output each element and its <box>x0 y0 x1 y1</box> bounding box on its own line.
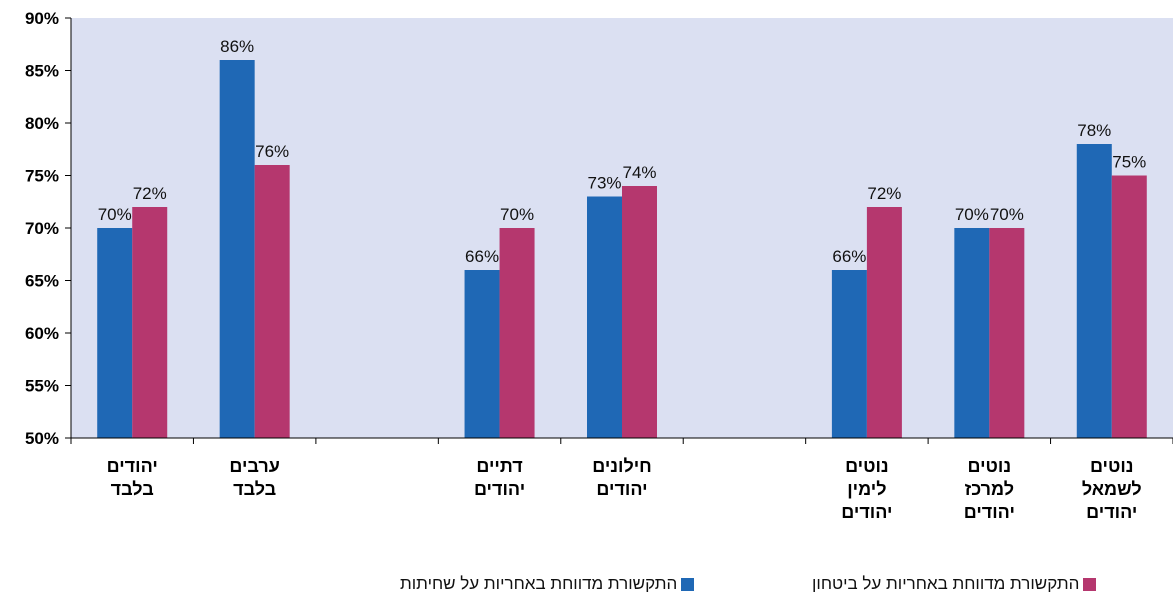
category-label-line: יהודים <box>841 502 892 522</box>
legend-item-security: התקשורת מדווחת באחריות על ביטחון <box>812 574 1097 593</box>
legend-label-corruption: התקשורת מדווחת באחריות על שחיתות <box>400 574 678 593</box>
data-label: 70% <box>98 205 132 224</box>
y-tick-label: 85% <box>25 62 59 81</box>
bar <box>1076 144 1112 438</box>
data-label: 66% <box>832 247 866 266</box>
data-label: 70% <box>955 205 989 224</box>
category-label-line: נוטים <box>845 456 889 476</box>
y-tick-label: 55% <box>25 377 59 396</box>
category-label-line: לשמאל <box>1082 479 1142 499</box>
legend-swatch-corruption <box>681 577 695 591</box>
data-label: 74% <box>622 163 656 182</box>
category-label-line: נוטים <box>968 456 1012 476</box>
category-label-line: יהודים <box>1086 502 1137 522</box>
bar <box>622 186 657 438</box>
category-label: ערבים בלבד <box>229 456 280 499</box>
category-label: חילונים יהודים <box>592 456 652 499</box>
bar <box>254 165 290 438</box>
data-label: 72% <box>133 184 167 203</box>
bar <box>831 270 867 438</box>
category-label-line: חילונים <box>592 456 652 476</box>
y-tick-label: 65% <box>25 272 59 291</box>
category-label-line: לימין <box>847 479 886 499</box>
bar <box>97 228 133 438</box>
category-label: יהודים בלבד <box>107 456 158 499</box>
data-label: 86% <box>220 37 254 56</box>
category-label: דתיים יהודים <box>474 456 525 499</box>
category-label: נוטים למרכז יהודים <box>964 456 1015 522</box>
data-label: 78% <box>1077 121 1111 140</box>
y-tick-label: 50% <box>25 429 59 448</box>
category-label-line: למרכז <box>965 479 1014 499</box>
bar <box>866 207 902 438</box>
category-label-line: יהודים <box>107 456 158 476</box>
legend-label-security: התקשורת מדווחת באחריות על ביטחון <box>812 574 1080 593</box>
category-label: נוטים לשמאל יהודים <box>1082 456 1142 522</box>
bar <box>132 207 168 438</box>
y-tick-label: 70% <box>25 219 59 238</box>
data-label: 70% <box>500 205 534 224</box>
legend-swatch-security <box>1083 577 1097 591</box>
bar <box>1111 175 1147 438</box>
y-tick-label: 60% <box>25 324 59 343</box>
bar <box>954 228 990 438</box>
bar <box>587 196 622 438</box>
data-label: 76% <box>255 142 289 161</box>
data-label: 73% <box>587 174 621 193</box>
data-label: 70% <box>990 205 1024 224</box>
category-label-line: בלבד <box>111 479 154 499</box>
y-tick-label: 80% <box>25 114 59 133</box>
data-label: 75% <box>1112 153 1146 172</box>
category-label-line: יהודים <box>474 479 525 499</box>
category-label-line: נוטים <box>1090 456 1134 476</box>
category-label-line: ערבים <box>229 456 280 476</box>
category-label-line: דתיים <box>476 456 522 476</box>
bar <box>464 270 500 438</box>
bar <box>219 60 255 438</box>
data-label: 66% <box>465 247 499 266</box>
category-label: נוטים לימין יהודים <box>841 456 892 522</box>
legend-item-corruption: התקשורת מדווחת באחריות על שחיתות <box>400 574 695 593</box>
category-label-line: בלבד <box>233 479 276 499</box>
category-label-line: יהודים <box>596 479 647 499</box>
bar <box>499 228 535 438</box>
category-label-line: יהודים <box>964 502 1015 522</box>
y-tick-label: 90% <box>25 9 59 28</box>
y-tick-label: 75% <box>25 167 59 186</box>
bar <box>989 228 1025 438</box>
data-label: 72% <box>867 184 901 203</box>
